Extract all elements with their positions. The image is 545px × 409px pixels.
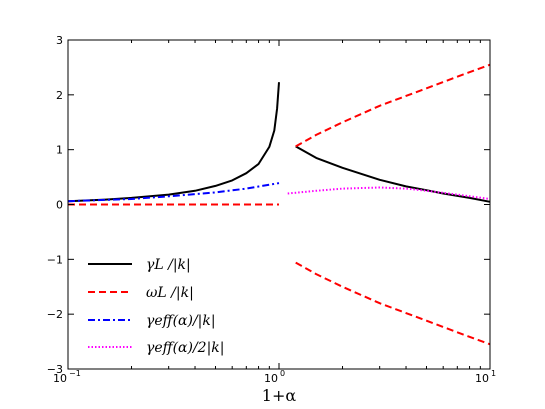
series-1-segment-2-line	[295, 261, 491, 346]
plot-lines	[67, 63, 491, 346]
legend-label-0: γL /|k|	[146, 257, 191, 273]
legend-label-2: γeff(α)/|k|	[146, 313, 216, 329]
x-tick-label: 10	[264, 372, 278, 385]
y-tick-label: −3	[47, 363, 63, 376]
y-tick-label: 3	[56, 34, 63, 47]
series-2-segment-0-line	[67, 182, 280, 203]
series-0-segment-0-line	[67, 82, 280, 203]
y-tick-label: −2	[47, 308, 63, 321]
y-tick-label: 0	[56, 199, 63, 212]
x-tick-exponent: 0	[280, 369, 285, 378]
y-tick-label: 1	[56, 144, 63, 157]
x-axis-label: 1+α	[262, 386, 297, 405]
series-0-segment-1-line	[295, 145, 491, 203]
legend-label-1: ωL /|k|	[146, 285, 194, 301]
x-tick-exponent: 1	[491, 369, 496, 378]
y-tick-label: −1	[47, 253, 63, 266]
x-tick-label: 10	[475, 372, 489, 385]
series-1-segment-1-line	[295, 63, 491, 148]
series-3-segment-0-line	[287, 186, 491, 200]
legend-label-3: γeff(α)/2|k|	[146, 340, 225, 356]
x-tick-exponent: −1	[69, 369, 81, 378]
legend: γL /|k| ωL /|k| γeff(α)/|k| γeff(α)/2|k|	[88, 257, 225, 356]
y-tick-label: 2	[56, 89, 63, 102]
x-tick-label: 10	[53, 372, 67, 385]
